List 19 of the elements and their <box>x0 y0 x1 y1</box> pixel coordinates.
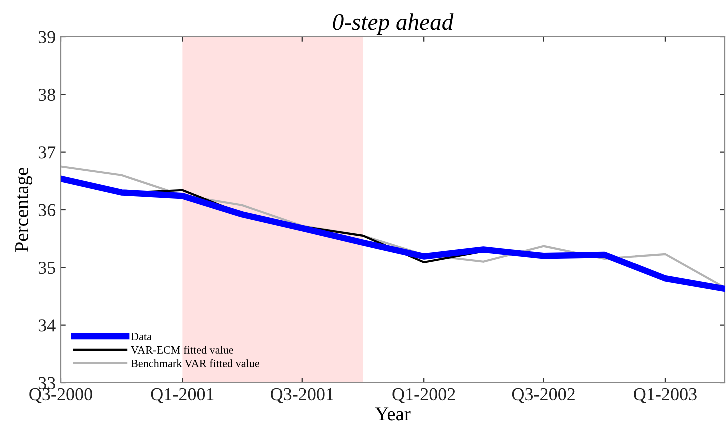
y-tick-label: 37 <box>38 146 56 159</box>
x-axis-title: Year <box>375 408 411 421</box>
y-tick-label: 36 <box>38 204 56 216</box>
legend-label: Data <box>131 333 152 340</box>
y-tick-label: 39 <box>38 31 56 44</box>
y-tick-label: 35 <box>38 262 56 274</box>
y-tick-label: 34 <box>38 320 56 332</box>
x-tick-label: Q1-2001 <box>151 388 214 404</box>
legend-label: VAR-ECM fitted value <box>131 346 234 354</box>
y-tick-label: 33 <box>38 377 56 390</box>
chart-title: 0-step ahead <box>333 14 454 36</box>
legend-label: Benchmark VAR fitted value <box>131 359 260 368</box>
x-tick-label: Q1-2003 <box>634 388 697 404</box>
x-tick-label: Q3-2002 <box>512 388 575 404</box>
x-tick-label: Q3-2001 <box>271 388 334 404</box>
x-tick-label: Q1-2002 <box>392 388 456 404</box>
y-tick-label: 38 <box>38 88 56 102</box>
x-tick-label: Q3-2000 <box>30 388 92 404</box>
y-axis-title: Percentage <box>16 168 33 252</box>
